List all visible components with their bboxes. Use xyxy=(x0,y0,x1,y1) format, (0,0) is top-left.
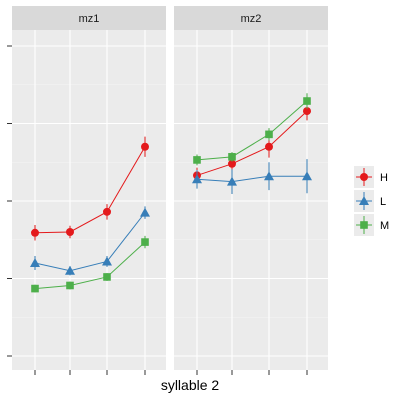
data-point xyxy=(140,207,150,217)
panel-mz2: mz2 xyxy=(174,6,328,370)
panel-mz1: mz1 xyxy=(12,6,166,370)
data-point xyxy=(102,256,112,266)
data-point xyxy=(31,228,39,237)
x-axis xyxy=(34,370,308,375)
data-point xyxy=(302,171,312,181)
legend-marker xyxy=(359,196,369,205)
series-M xyxy=(31,235,149,293)
data-point xyxy=(192,174,202,184)
data-point xyxy=(265,142,273,151)
panels: mz1 mz2 xyxy=(12,6,328,370)
data-point xyxy=(303,97,311,105)
facet-strip xyxy=(174,6,328,30)
panel-background xyxy=(174,30,328,370)
data-point xyxy=(141,142,149,151)
series-H xyxy=(31,136,149,241)
data-point xyxy=(228,159,236,168)
data-point xyxy=(103,207,111,216)
data-point xyxy=(31,284,39,293)
facet-label: mz2 xyxy=(241,13,262,25)
legend-marker xyxy=(360,173,368,181)
legend: HLM xyxy=(354,166,389,236)
data-point xyxy=(303,107,311,116)
data-point xyxy=(227,176,237,186)
facet-strip xyxy=(12,6,166,30)
x-axis-title: syllable 2 xyxy=(161,377,220,393)
data-point xyxy=(264,171,274,181)
data-point xyxy=(265,130,273,139)
data-point xyxy=(66,228,74,236)
series-line xyxy=(196,110,308,176)
legend-label: L xyxy=(380,196,386,208)
data-point xyxy=(193,156,201,164)
series-line xyxy=(34,212,146,272)
data-point xyxy=(66,281,74,290)
y-axis xyxy=(7,45,12,357)
legend-item-M: M xyxy=(354,214,389,236)
series-line xyxy=(34,146,146,234)
series-line xyxy=(196,100,308,161)
data-point xyxy=(228,153,236,161)
series-M xyxy=(193,93,311,166)
legend-label: M xyxy=(380,220,389,232)
legend-label: H xyxy=(380,172,388,184)
series-line xyxy=(196,175,307,183)
facet-label: mz1 xyxy=(79,13,100,25)
series-L xyxy=(192,159,312,195)
panel-background xyxy=(12,30,166,370)
legend-item-H: H xyxy=(354,166,388,188)
series-line xyxy=(34,241,146,290)
data-point xyxy=(103,273,111,281)
data-point xyxy=(65,265,75,275)
legend-marker xyxy=(360,221,368,229)
series-L xyxy=(30,206,150,276)
legend-item-L: L xyxy=(354,190,386,212)
data-point xyxy=(141,238,149,246)
data-point xyxy=(30,258,40,267)
